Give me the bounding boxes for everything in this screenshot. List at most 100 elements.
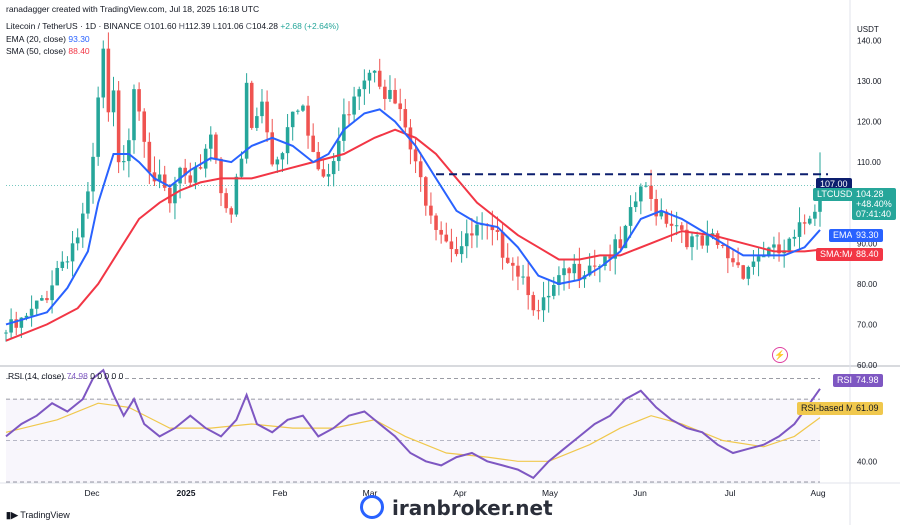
- candle-body: [434, 215, 438, 230]
- ohlc-close: C104.28: [245, 21, 278, 31]
- time-axis-label: Dec: [84, 488, 100, 498]
- candle-body: [690, 236, 694, 248]
- candle-body: [326, 174, 331, 177]
- candle-body: [152, 172, 157, 182]
- candle-body: [352, 96, 356, 115]
- candle-body: [29, 308, 34, 316]
- tradingview-logo[interactable]: ▮▶ TradingView: [6, 510, 70, 520]
- symbol-name: Litecoin / TetherUS · 1D · BINANCE: [6, 21, 142, 31]
- candle-body: [761, 256, 766, 258]
- rsi-tick-label: 40.00: [857, 457, 878, 466]
- candle-body: [659, 211, 664, 217]
- ohlc-change: +2.68 (+2.64%): [280, 21, 339, 31]
- candle-body: [60, 261, 65, 268]
- sma-tag-value: 88.40: [852, 248, 883, 261]
- watermark-text: iranbroker.net: [392, 496, 553, 520]
- candle-body: [75, 237, 80, 244]
- time-axis-label: May: [542, 488, 559, 498]
- candle-body: [296, 110, 300, 112]
- candle-body: [546, 295, 551, 298]
- time-axis-label: Apr: [453, 488, 466, 498]
- candle-body: [813, 211, 817, 219]
- candle-body: [674, 225, 679, 227]
- candle-body: [377, 70, 382, 87]
- candle-body: [70, 243, 75, 262]
- candle-body: [439, 229, 443, 235]
- candle-body: [418, 161, 423, 178]
- candle-body: [603, 256, 607, 266]
- candle-body: [618, 239, 623, 249]
- candle-body: [567, 268, 571, 274]
- candle-body: [45, 298, 49, 301]
- candle-body: [162, 174, 167, 188]
- candle-body: [393, 89, 397, 104]
- rsi-line: [5, 368, 821, 480]
- candle-body: [695, 235, 699, 237]
- candle-body: [807, 218, 812, 224]
- candles: [4, 32, 822, 342]
- ohlc-low: L101.06: [212, 21, 244, 31]
- candle-body: [275, 159, 280, 165]
- candle-body: [777, 244, 781, 254]
- candle-body: [500, 231, 505, 258]
- candle-body: [429, 205, 433, 216]
- candle-body: [224, 193, 228, 209]
- candle-body: [336, 140, 341, 162]
- time-axis-label: Mar: [363, 488, 378, 498]
- candle-body: [342, 114, 346, 141]
- candle-body: [531, 295, 536, 311]
- created-by-text: ranadagger created with TradingView.com,…: [6, 4, 260, 14]
- candle-body: [214, 134, 218, 159]
- price-tick-label: 120.00: [857, 118, 882, 127]
- candle-body: [792, 236, 797, 239]
- candle-body: [644, 185, 648, 187]
- candle-body: [449, 241, 454, 250]
- candle-body: [357, 89, 362, 97]
- candle-body: [679, 225, 684, 230]
- candle-body: [34, 300, 39, 309]
- candle-body: [464, 233, 469, 247]
- candle-body: [183, 167, 187, 176]
- candle-body: [592, 265, 597, 267]
- candle-body: [505, 257, 510, 263]
- candle-body: [193, 167, 198, 183]
- candle-body: [280, 153, 285, 160]
- candle-body: [639, 186, 643, 202]
- candle-body: [521, 276, 525, 278]
- candle-body: [347, 114, 351, 116]
- candle-body: [623, 225, 628, 249]
- candle-body: [398, 103, 402, 110]
- candle-body: [106, 48, 111, 113]
- candle-body: [587, 265, 592, 276]
- candle-body: [767, 247, 771, 257]
- candle-body: [96, 97, 100, 157]
- candle-body: [142, 111, 147, 142]
- ema-line: [5, 108, 821, 326]
- candle-body: [715, 233, 720, 245]
- ema-tag-value: 93.30: [852, 229, 883, 242]
- candle-body: [372, 70, 377, 73]
- time-axis-label: Aug: [810, 488, 825, 498]
- lightning-icon[interactable]: ⚡: [772, 347, 788, 363]
- candle-body: [50, 285, 54, 301]
- candle-body: [91, 156, 95, 192]
- candle-body: [669, 223, 674, 226]
- candle-body: [526, 276, 530, 296]
- price-tick-label: 130.00: [857, 77, 882, 86]
- candle-body: [260, 101, 264, 117]
- candle-body: [132, 89, 136, 141]
- candle-body: [65, 261, 70, 263]
- price-tick-label: 110.00: [857, 158, 881, 167]
- candle-body: [495, 230, 500, 232]
- candle-body: [541, 297, 546, 311]
- candle-body: [608, 256, 612, 259]
- candle-body: [290, 111, 295, 128]
- rsi-legend: RSI (14, close) 74.98 0 0 0 0 0: [8, 371, 124, 381]
- candle-body: [536, 310, 541, 312]
- candle-body: [649, 185, 653, 199]
- candle-body: [572, 263, 577, 274]
- candle-body: [14, 319, 19, 328]
- candle-body: [383, 86, 387, 99]
